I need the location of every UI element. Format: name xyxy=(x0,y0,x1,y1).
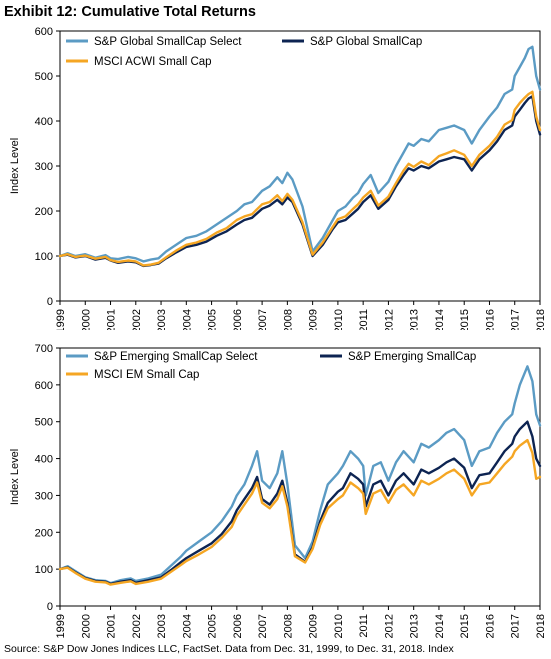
x-tick-label: 2002 xyxy=(131,614,143,638)
x-tick-label: 2000 xyxy=(80,309,92,330)
x-tick-label: 2007 xyxy=(257,309,269,330)
x-tick-label: 2001 xyxy=(106,309,118,330)
x-tick-label: 2005 xyxy=(207,614,219,638)
x-tick-label: 2018 xyxy=(535,614,547,638)
x-tick-label: 2015 xyxy=(459,309,471,330)
series-line-3 xyxy=(58,90,542,267)
x-tick-label: 2009 xyxy=(308,614,320,638)
series-line-1 xyxy=(58,365,542,585)
y-tick-label: 100 xyxy=(35,564,53,576)
x-tick-label: 2010 xyxy=(333,309,345,330)
source-note: Source: S&P Dow Jones Indices LLC, FactS… xyxy=(4,643,454,655)
x-tick-label: 2008 xyxy=(282,614,294,638)
x-tick-label: 2012 xyxy=(383,309,395,330)
legend-label: S&P Emerging SmallCap xyxy=(348,351,476,363)
x-tick-label: 2006 xyxy=(232,614,244,638)
legend-label: S&P Emerging SmallCap Select xyxy=(94,351,258,363)
y-tick-label: 400 xyxy=(35,454,53,466)
y-tick-label: 200 xyxy=(35,527,53,539)
x-tick-label: 2018 xyxy=(535,309,547,330)
x-tick-label: 2009 xyxy=(308,309,320,330)
x-tick-label: 2013 xyxy=(409,614,421,638)
x-tick-label: 2017 xyxy=(510,614,522,638)
x-tick-label: 2011 xyxy=(358,614,370,638)
x-tick-label: 2016 xyxy=(484,614,496,638)
series-line-3 xyxy=(58,438,542,586)
x-tick-label: 2007 xyxy=(257,614,269,638)
x-tick-label: 2016 xyxy=(484,309,496,330)
x-tick-label: 2003 xyxy=(156,614,168,638)
y-tick-label: 500 xyxy=(35,71,53,83)
y-tick-label: 0 xyxy=(47,296,53,308)
y-tick-label: 600 xyxy=(35,26,53,38)
x-tick-label: 2001 xyxy=(106,614,118,638)
x-tick-label: 2012 xyxy=(383,614,395,638)
x-tick-label: 2014 xyxy=(434,614,446,638)
legend-label: MSCI EM Small Cap xyxy=(94,369,199,381)
x-tick-label: 2008 xyxy=(282,309,294,330)
x-tick-label: 2004 xyxy=(181,614,193,638)
legend-label: S&P Global SmallCap xyxy=(310,36,422,48)
x-tick-label: 2000 xyxy=(80,614,92,638)
x-tick-label: 2014 xyxy=(434,309,446,330)
x-tick-label: 2013 xyxy=(409,309,421,330)
x-tick-label: 2002 xyxy=(131,309,143,330)
y-tick-label: 0 xyxy=(47,601,53,613)
exhibit-title: Exhibit 12: Cumulative Total Returns xyxy=(4,4,256,20)
legend-label: MSCI ACWI Small Cap xyxy=(94,56,212,68)
y-axis-label: Index Level xyxy=(9,449,21,505)
x-tick-label: 2004 xyxy=(181,309,193,330)
x-tick-label: 2005 xyxy=(207,309,219,330)
x-tick-label: 2003 xyxy=(156,309,168,330)
y-tick-label: 400 xyxy=(35,116,53,128)
x-tick-label: 2006 xyxy=(232,309,244,330)
x-tick-label: 2017 xyxy=(510,309,522,330)
x-tick-label: 1999 xyxy=(55,309,67,330)
chart-global-smallcap: 0 100 200 300 400 500 600 Index Level 1999 2000 20… xyxy=(9,26,547,330)
series-line-1 xyxy=(58,45,542,263)
series-line-2 xyxy=(58,420,542,586)
y-tick-label: 200 xyxy=(35,206,53,218)
y-tick-label: 600 xyxy=(35,380,53,392)
legend-label: S&P Global SmallCap Select xyxy=(94,36,242,48)
y-axis-label: Index Level xyxy=(9,138,21,194)
x-tick-label: 2010 xyxy=(333,614,345,638)
x-tick-label: 1999 xyxy=(55,614,67,638)
x-tick-label: 2011 xyxy=(358,309,370,330)
y-tick-label: 100 xyxy=(35,251,53,263)
y-tick-label: 500 xyxy=(35,417,53,429)
x-tick-label: 2015 xyxy=(459,614,471,638)
y-tick-label: 300 xyxy=(35,161,53,173)
y-tick-label: 300 xyxy=(35,490,53,502)
y-tick-label: 700 xyxy=(35,343,53,355)
